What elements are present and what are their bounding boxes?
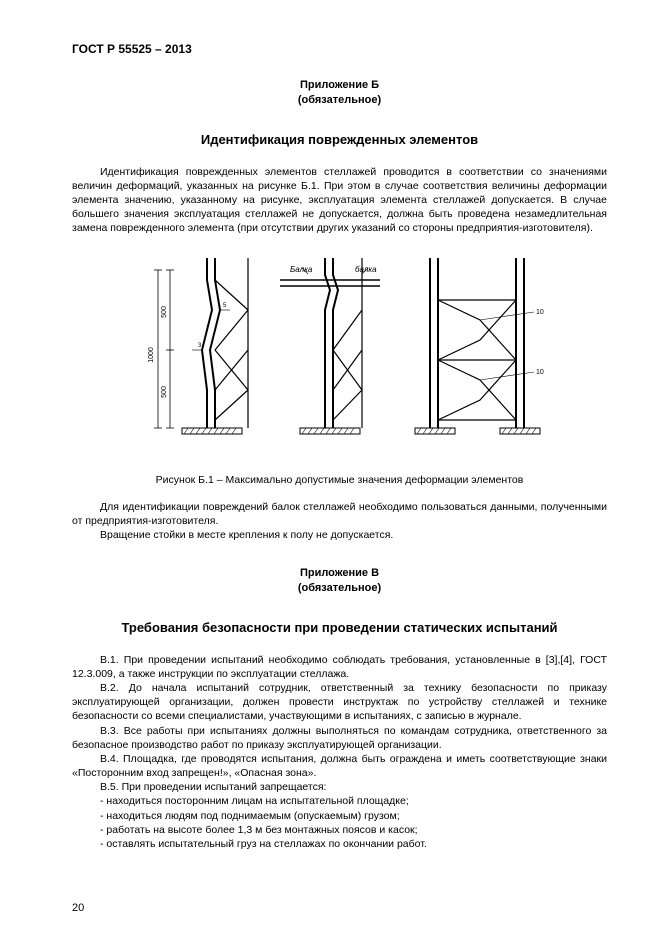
appendix-c-p4: В.4. Площадка, где проводятся испытания,… xyxy=(72,752,607,780)
figure-dim-500a: 500 xyxy=(161,306,168,318)
figure-left-column: 1000 500 500 3 5 xyxy=(148,258,248,434)
page-number: 20 xyxy=(72,902,84,914)
appendix-c-line2: (обязательное) xyxy=(298,582,381,594)
figure-dim-10a: 10 xyxy=(536,309,544,316)
appendix-b-line2: (обязательное) xyxy=(298,94,381,106)
appendix-b-title: Идентификация поврежденных элементов xyxy=(72,132,607,147)
figure-dim-3: 3 xyxy=(198,343,202,349)
appendix-b-p3: Вращение стойки в месте крепления к полу… xyxy=(72,528,607,542)
appendix-c-line1: Приложение В xyxy=(300,567,379,579)
appendix-c-p3: В.3. Все работы при испытаниях должны вы… xyxy=(72,724,607,752)
appendix-c-li1: - находиться посторонним лицам на испыта… xyxy=(72,794,607,808)
appendix-c-li4: - оставлять испытательный груз на стелла… xyxy=(72,837,607,851)
figure-middle-column: Балка балка xyxy=(280,258,380,434)
appendix-c-li2: - находиться людям под поднимаемым (опус… xyxy=(72,809,607,823)
appendix-c-li3: - работать на высоте более 1,3 м без мон… xyxy=(72,823,607,837)
figure-beam-label-right: балка xyxy=(355,265,377,274)
document-number: ГОСТ Р 55525 – 2013 xyxy=(72,42,607,56)
figure-dim-1000: 1000 xyxy=(148,347,155,363)
appendix-b-line1: Приложение Б xyxy=(300,79,379,91)
appendix-c-label: Приложение В (обязательное) xyxy=(72,566,607,596)
figure-b1-diagram: 1000 500 500 3 5 xyxy=(130,250,550,460)
figure-dim-500b: 500 xyxy=(161,386,168,398)
page: ГОСТ Р 55525 – 2013 Приложение Б (обязат… xyxy=(0,0,661,936)
appendix-b-p1: Идентификация поврежденных элементов сте… xyxy=(72,165,607,236)
appendix-c-title: Требования безопасности при проведении с… xyxy=(72,620,607,635)
figure-b1-caption: Рисунок Б.1 – Максимально допустимые зна… xyxy=(72,474,607,486)
appendix-c-p1: В.1. При проведении испытаний необходимо… xyxy=(72,653,607,681)
figure-right-column: 10 10 xyxy=(415,258,544,434)
figure-dim-5: 5 xyxy=(223,303,227,309)
appendix-c-p5: В.5. При проведении испытаний запрещаетс… xyxy=(72,780,607,794)
appendix-c-p2: В.2. До начала испытаний сотрудник, отве… xyxy=(72,681,607,724)
appendix-b-p2: Для идентификации повреждений балок стел… xyxy=(72,500,607,528)
figure-dim-10b: 10 xyxy=(536,369,544,376)
figure-beam-label-left: Балка xyxy=(290,265,313,274)
appendix-b-label: Приложение Б (обязательное) xyxy=(72,78,607,108)
